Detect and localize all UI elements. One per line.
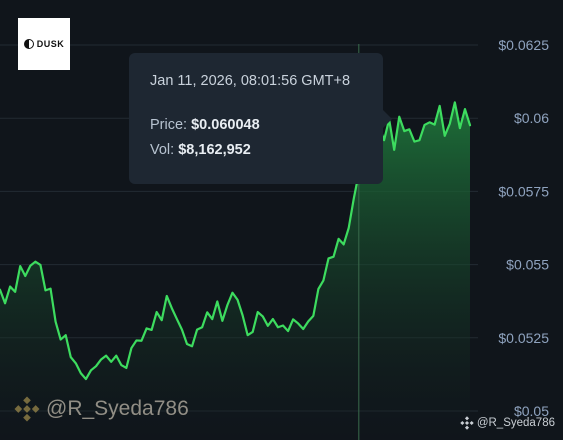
series-line: [0, 101, 472, 381]
watermark-small-text: @R_Syeda786: [476, 417, 555, 429]
tooltip-price-label: Price:: [150, 117, 188, 133]
watermark-text: @R_Syeda786: [46, 397, 189, 420]
logo-text: DUSK: [36, 39, 65, 49]
price-line: [0, 101, 472, 381]
y-tick-label: $0.055: [506, 257, 549, 273]
watermark: @R_Syeda786: [14, 396, 189, 422]
price-tooltip: Jan 11, 2026, 08:01:56 GMT+8 Price: $0.0…: [129, 53, 383, 184]
dusk-logo: DUSK: [18, 18, 70, 70]
area-fill: [0, 102, 470, 440]
binance-small-icon: [460, 416, 474, 430]
tooltip-vol-row: Vol: $8,162,952: [150, 142, 363, 158]
tooltip-price-row: Price: $0.060048: [150, 117, 363, 133]
tooltip-vol-value: $8,162,952: [178, 142, 251, 158]
tooltip-pointer: [383, 110, 392, 128]
binance-icon: [14, 396, 40, 422]
y-tick-label: $0.0525: [498, 330, 549, 346]
tooltip-date: Jan 11, 2026, 08:01:56 GMT+8: [150, 73, 351, 89]
y-axis: $0.0625 $0.06 $0.0575 $0.055 $0.0525 $0.05: [498, 37, 549, 419]
y-tick-label: $0.0575: [498, 183, 549, 199]
y-tick-label: $0.0625: [498, 37, 549, 53]
tooltip-vol-label: Vol:: [150, 142, 175, 158]
watermark-small: @R_Syeda786: [460, 416, 555, 430]
price-area: [0, 102, 470, 440]
y-tick-label: $0.05: [514, 403, 549, 419]
dusk-logo-icon: [23, 39, 34, 49]
tooltip-price-value: $0.060048: [191, 117, 260, 133]
y-tick-label: $0.06: [514, 110, 549, 126]
